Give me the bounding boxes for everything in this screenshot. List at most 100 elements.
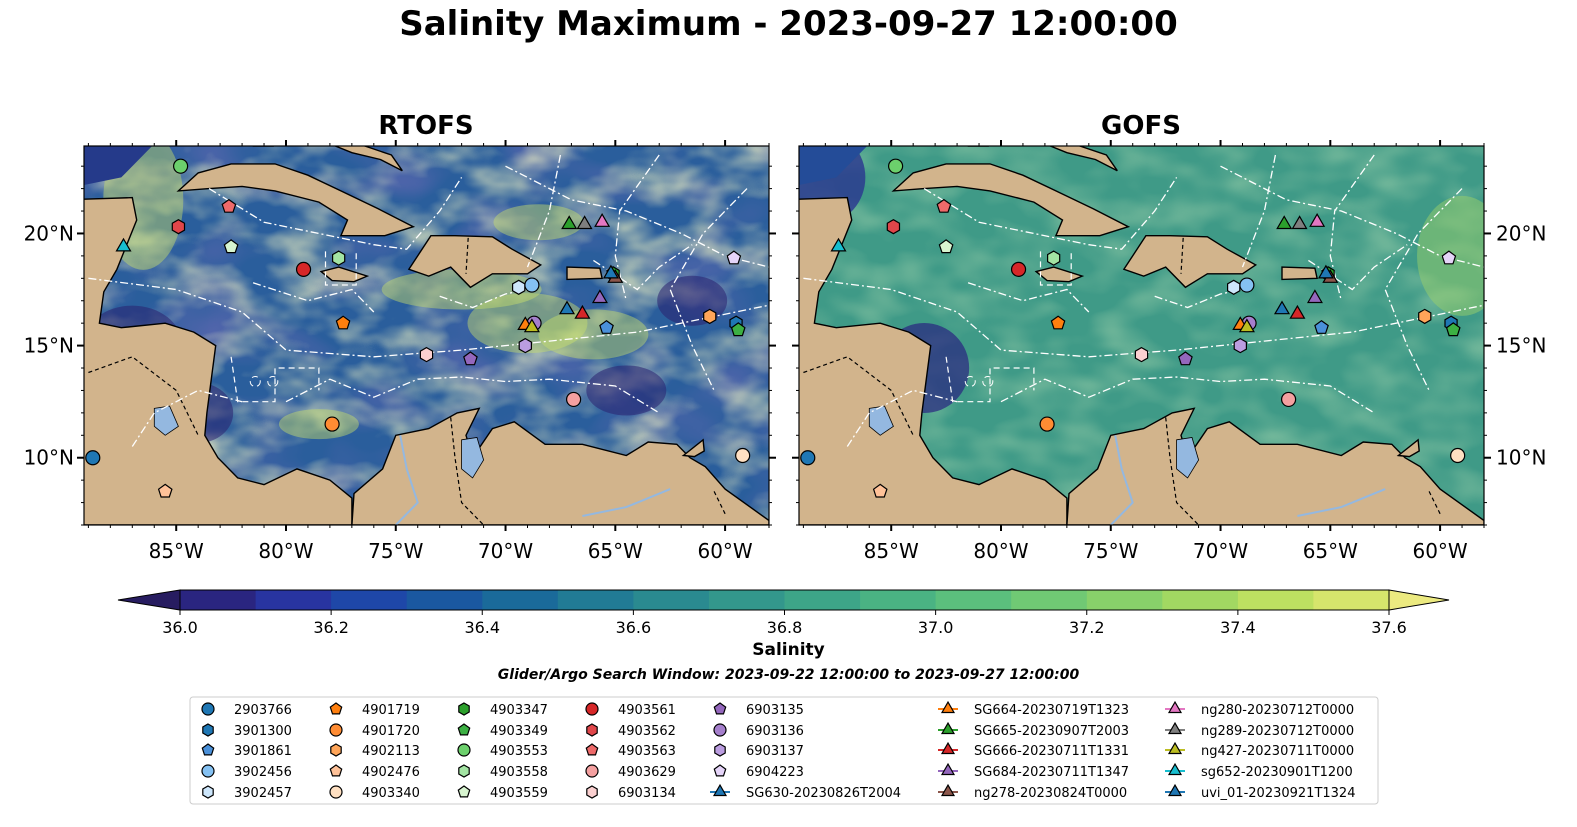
colorbar-bin xyxy=(784,590,861,610)
marker-2903766 xyxy=(85,450,101,466)
marker-SG665-20230907T2003 xyxy=(561,215,578,230)
search-window-note: Glider/Argo Search Window: 2023-09-22 12… xyxy=(497,667,1080,683)
marker-4903340 xyxy=(735,447,751,464)
legend-label: 4903340 xyxy=(362,786,420,801)
marker-ng280-20230712T0000 xyxy=(594,212,611,227)
land-bahamas xyxy=(1048,146,1118,172)
colorbar-min-arrow xyxy=(117,589,181,611)
marker-4903562 xyxy=(886,219,901,235)
colorbar-bin xyxy=(255,590,332,610)
legend-label: ng278-20230824T0000 xyxy=(974,786,1127,801)
marker-4903629 xyxy=(1280,391,1297,408)
marker-ng289-20230712T0000 xyxy=(1291,215,1308,230)
legend-marker xyxy=(940,741,956,755)
colorbar: 36.0 36.2 36.4 36.6 36.8 37.0 37.2 37.4 37.6 xyxy=(117,589,1450,637)
legend-marker xyxy=(940,700,956,714)
legend-label: 4902113 xyxy=(362,744,420,759)
colorbar-tick-label: 37.2 xyxy=(1069,618,1105,637)
colorbar-bin xyxy=(1011,590,1088,610)
marker-4903561 xyxy=(295,261,312,277)
legend-marker xyxy=(329,764,343,777)
legend-label: 4903561 xyxy=(618,703,676,718)
legend-marker xyxy=(586,723,598,737)
marker-4903629 xyxy=(565,391,582,408)
marker-4903558 xyxy=(332,250,346,266)
legend-label: 6903137 xyxy=(746,744,804,759)
land-puerto_rico xyxy=(1281,266,1318,281)
legend-box xyxy=(189,696,1379,805)
x-tick-label: 70°W xyxy=(1193,539,1248,563)
platform-markers xyxy=(85,158,751,498)
marker-4901720 xyxy=(324,416,340,432)
map-frame xyxy=(798,145,1485,526)
colorbar-tick-label: 36.4 xyxy=(464,618,500,637)
marker-uvi_01-20230921T1324 xyxy=(1317,264,1334,279)
land-masses xyxy=(799,146,1484,525)
legend-label: 3902457 xyxy=(234,786,292,801)
marker-4901720 xyxy=(1039,416,1055,432)
legend-marker xyxy=(1167,762,1183,776)
marker-4903563 xyxy=(221,198,237,213)
marker-SG666-20230711T1331 xyxy=(574,304,591,319)
legend-label: 4903562 xyxy=(618,724,676,739)
legend-label: ng427-20230711T0000 xyxy=(1201,744,1354,759)
legend-marker xyxy=(329,702,343,715)
legend-label: 4903563 xyxy=(618,744,676,759)
marker-3902457 xyxy=(1226,279,1241,295)
legend-label: SG664-20230719T1323 xyxy=(974,703,1129,718)
legend-marker xyxy=(330,743,342,757)
legend-label: SG666-20230711T1331 xyxy=(974,744,1129,759)
marker-ng427-20230711T0000 xyxy=(1238,318,1255,333)
marker-ng280-20230712T0000 xyxy=(1309,212,1326,227)
marker-4903349 xyxy=(730,322,746,337)
legend-label: 3902456 xyxy=(234,765,292,780)
legend-label: ng289-20230712T0000 xyxy=(1201,724,1354,739)
colorbar-tick-label: 36.6 xyxy=(616,618,652,637)
legend-marker xyxy=(201,743,215,756)
legend-marker xyxy=(1167,721,1183,735)
legend-label: SG684-20230711T1347 xyxy=(974,765,1129,780)
marker-4903340 xyxy=(1450,447,1466,464)
legend-marker xyxy=(329,723,343,737)
marker-4902476 xyxy=(157,483,173,498)
legend-marker xyxy=(1167,700,1183,714)
land-bahamas xyxy=(333,146,403,172)
lake-maracaibo xyxy=(1176,437,1200,479)
legend-label: 4902476 xyxy=(362,765,420,780)
legend-label: 4901719 xyxy=(362,703,420,718)
x-tick-label: 75°W xyxy=(1083,539,1138,563)
x-tick-label: 65°W xyxy=(1303,539,1358,563)
marker-4903559 xyxy=(938,239,954,254)
marker-3902456 xyxy=(524,277,540,293)
marker-3901861 xyxy=(599,319,614,334)
marker-4901719 xyxy=(1050,315,1066,330)
legend-marker xyxy=(202,785,214,799)
colorbar-tick-label: 36.8 xyxy=(767,618,803,637)
marker-4902476 xyxy=(872,483,888,498)
legend-label: 3901861 xyxy=(234,744,292,759)
marker-6904223 xyxy=(1441,250,1457,265)
colorbar-bin xyxy=(180,590,257,610)
legend-marker xyxy=(585,702,599,716)
figure-title: Salinity Maximum - 2023-09-27 12:00:00 xyxy=(399,4,1178,44)
marker-6904223 xyxy=(726,250,742,265)
colorbar-bin xyxy=(331,590,408,610)
lake-maracaibo xyxy=(461,437,485,479)
legend-marker xyxy=(713,702,727,715)
marker-6903137 xyxy=(518,337,533,354)
x-tick-label: 65°W xyxy=(588,539,643,563)
x-tick-label: 80°W xyxy=(973,539,1028,563)
legend-marker xyxy=(585,764,599,778)
marker-6903134 xyxy=(1134,346,1149,363)
marker-2903766 xyxy=(800,450,816,466)
land-south_america xyxy=(351,407,769,525)
colorbar-bin xyxy=(1086,590,1163,610)
x-tick-label: 60°W xyxy=(697,539,752,563)
legend-marker xyxy=(457,743,471,757)
legend-label: 4903349 xyxy=(490,724,548,739)
legend-label: 4901720 xyxy=(362,724,420,739)
y-tick-label: 15°N xyxy=(1496,334,1546,358)
legend-label: 4903559 xyxy=(490,786,548,801)
marker-SG684-20230711T1347 xyxy=(1306,289,1323,304)
legend-label: 4903347 xyxy=(490,703,548,718)
